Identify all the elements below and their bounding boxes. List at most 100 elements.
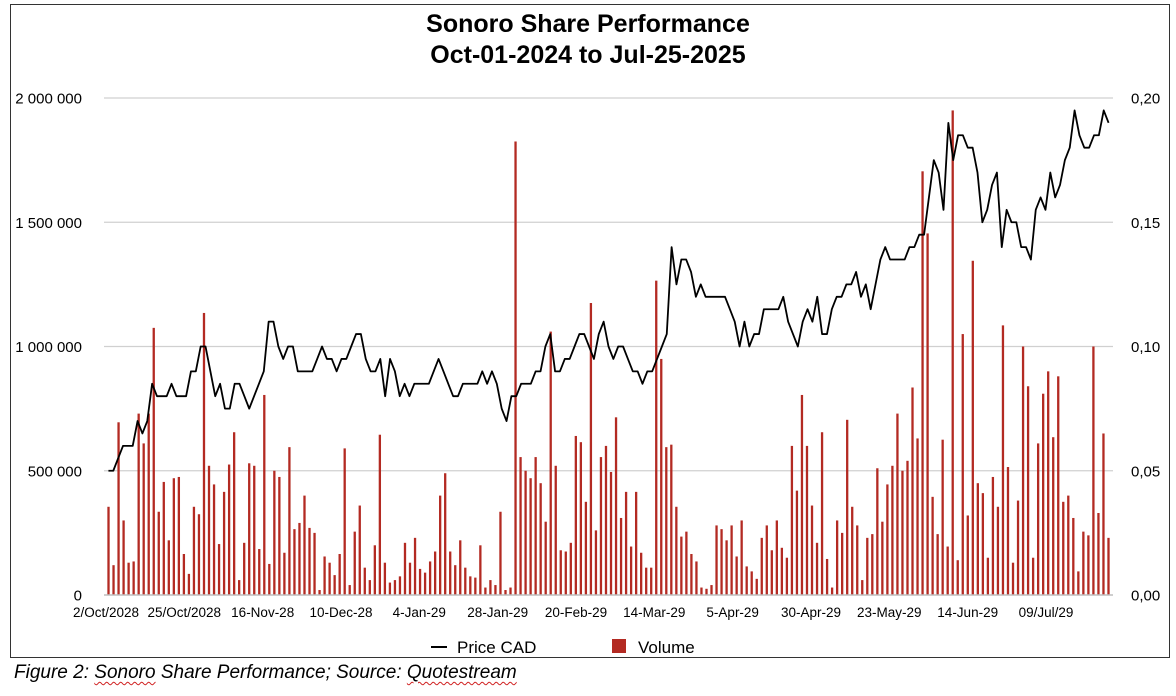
caption-word-quotestream: Quotestream xyxy=(406,662,517,683)
volume-bar xyxy=(966,515,969,595)
volume-bar xyxy=(690,554,693,595)
volume-bar xyxy=(841,532,844,596)
volume-bar xyxy=(710,585,713,595)
volume-bar xyxy=(177,476,181,595)
volume-bar xyxy=(549,331,552,595)
volume-bar xyxy=(604,445,608,595)
volume-bar xyxy=(283,552,286,595)
volume-bar xyxy=(122,520,125,595)
volume-bar xyxy=(147,413,150,595)
volume-bar xyxy=(634,491,638,595)
x-tick-label: 30-Apr-29 xyxy=(781,605,841,620)
volume-bar xyxy=(273,470,276,595)
volume-bar xyxy=(655,280,658,595)
volume-bar xyxy=(579,442,583,595)
legend-volume-label: Volume xyxy=(638,638,695,657)
volume-bar xyxy=(288,447,291,595)
volume-bar xyxy=(790,445,794,595)
volume-bar xyxy=(760,537,763,595)
volume-bar xyxy=(117,422,120,595)
volume-bar xyxy=(504,590,507,595)
x-tick-label: 23-May-29 xyxy=(857,605,922,620)
volume-bar xyxy=(368,580,371,595)
volume-bar xyxy=(810,505,814,595)
volume-bar xyxy=(107,506,110,595)
volume-bar xyxy=(815,542,819,595)
volume-bar xyxy=(981,493,985,595)
volume-bar xyxy=(835,520,839,595)
volume-bar xyxy=(328,562,331,595)
x-tick-label: 25/Oct/2028 xyxy=(148,605,222,620)
volume-bar xyxy=(820,432,824,595)
volume-bar xyxy=(609,471,613,595)
volume-bar xyxy=(745,566,748,595)
volume-bar xyxy=(248,463,251,595)
volume-bar xyxy=(961,334,964,595)
volume-bar xyxy=(805,445,809,595)
volume-bars xyxy=(107,110,1110,596)
volume-bar xyxy=(338,554,341,595)
volume-bar xyxy=(991,476,995,595)
volume-bar xyxy=(418,568,422,595)
left-axis: 0 500 000 1 000 000 1 500 000 2 000 000 xyxy=(15,91,82,605)
volume-bar xyxy=(1042,393,1045,595)
legend-price-label: Price CAD xyxy=(457,638,536,657)
volume-bar xyxy=(856,525,859,595)
volume-bar xyxy=(624,491,628,595)
x-tick-label: 5-Apr-29 xyxy=(706,605,759,620)
volume-bar xyxy=(454,565,457,595)
volume-bar xyxy=(971,260,974,595)
volume-bar xyxy=(373,545,376,595)
volume-bar xyxy=(529,478,532,595)
figure-caption: Figure 2: Sonoro Share Performance; Sour… xyxy=(14,662,517,684)
volume-bar xyxy=(650,567,653,595)
volume-bar xyxy=(172,478,175,595)
volume-bar xyxy=(293,529,296,595)
volume-bar xyxy=(499,511,502,595)
legend: Price CAD Volume xyxy=(431,638,695,657)
volume-bar xyxy=(197,514,201,595)
volume-bar xyxy=(1097,513,1100,595)
left-tick-label: 1 500 000 xyxy=(15,215,82,232)
volume-bar xyxy=(851,506,854,595)
legend-volume-swatch xyxy=(612,639,626,653)
chart-title-line1: Sonoro Share Performance xyxy=(426,10,750,38)
volume-bar xyxy=(207,465,211,595)
volume-bar xyxy=(313,532,316,596)
volume-bar xyxy=(343,448,346,595)
volume-bar xyxy=(891,465,894,595)
volume-bar xyxy=(589,303,593,595)
volume-bar xyxy=(217,544,221,595)
left-tick-label: 0 xyxy=(74,588,82,605)
volume-bar xyxy=(730,525,733,595)
volume-bar xyxy=(1036,443,1040,595)
volume-bar xyxy=(278,476,281,595)
volume-bar xyxy=(318,590,321,595)
right-axis: 0,00 0,05 0,10 0,15 0,20 xyxy=(1131,91,1160,605)
volume-bar xyxy=(298,522,301,595)
volume-bar xyxy=(775,520,778,595)
caption-middle: Share Performance; Source: xyxy=(155,662,407,683)
volume-bar xyxy=(1057,376,1060,595)
volume-bar xyxy=(263,394,266,595)
volume-bar xyxy=(323,556,326,595)
left-tick-label: 2 000 000 xyxy=(15,91,82,108)
volume-bar xyxy=(670,444,673,595)
volume-bar xyxy=(494,585,497,595)
volume-bar xyxy=(1021,346,1025,595)
caption-word-sonoro: Sonoro xyxy=(94,662,156,683)
volume-bar xyxy=(886,484,889,595)
volume-bar xyxy=(750,571,753,595)
volume-bar xyxy=(157,511,160,595)
volume-bar xyxy=(795,490,799,595)
volume-bar xyxy=(725,540,728,595)
volume-bar xyxy=(353,531,356,595)
volume-bar xyxy=(660,358,663,595)
volume-bar xyxy=(132,561,135,595)
volume-bar xyxy=(232,432,236,595)
volume-bar xyxy=(629,546,633,595)
volume-bar xyxy=(534,457,537,595)
volume-bar xyxy=(881,521,884,595)
right-tick-label: 0,05 xyxy=(1131,463,1160,480)
volume-bar xyxy=(846,419,849,595)
